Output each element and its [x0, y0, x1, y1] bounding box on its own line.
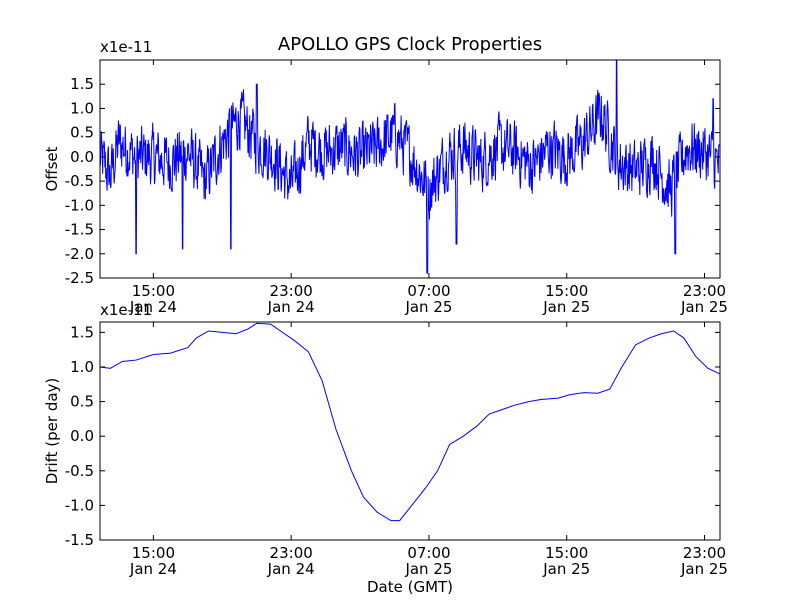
x-tick-date-label: Jan 25	[404, 560, 452, 578]
x-tick-time-label: 15:00	[132, 282, 175, 300]
offset-scale-label: x1e-11	[100, 38, 152, 56]
y-tick-label: -0.5	[65, 462, 94, 480]
x-tick-date-label: Jan 24	[129, 560, 177, 578]
y-tick-label: 0.5	[70, 393, 94, 411]
x-tick-date-label: Jan 24	[267, 560, 315, 578]
y-tick-label: 1.5	[70, 75, 94, 93]
x-tick-date-label: Jan 25	[542, 298, 590, 316]
y-tick-label: -2.5	[65, 269, 94, 287]
x-tick-time-label: 15:00	[132, 544, 175, 562]
x-tick-time-label: 23:00	[683, 544, 726, 562]
y-tick-label: 0.0	[70, 427, 94, 445]
drift-line	[99, 322, 721, 522]
x-tick-time-label: 23:00	[270, 544, 313, 562]
x-tick-date-label: Jan 25	[680, 560, 728, 578]
y-tick-label: 1.0	[70, 358, 94, 376]
x-tick-date-label: Jan 24	[267, 298, 315, 316]
offset-series	[99, 60, 721, 274]
x-tick-time-label: 07:00	[407, 282, 450, 300]
x-tick-time-label: 15:00	[545, 282, 588, 300]
x-tick-time-label: 23:00	[270, 282, 313, 300]
offset-line	[99, 60, 721, 274]
y-tick-label: -1.0	[65, 496, 94, 514]
y-tick-label: 1.5	[70, 323, 94, 341]
x-tick-date-label: Jan 25	[680, 298, 728, 316]
x-axis-label: Date (GMT)	[367, 578, 453, 596]
y-tick-label: 0.0	[70, 148, 94, 166]
x-tick-time-label: 07:00	[407, 544, 450, 562]
offset-panel: 1.51.00.50.0-0.5-1.0-1.5-2.0-2.5 15:00Ja…	[43, 38, 728, 316]
offset-y-label: Offset	[43, 146, 61, 191]
y-tick-label: -2.0	[65, 245, 94, 263]
y-tick-label: 1.0	[70, 99, 94, 117]
x-tick-time-label: 15:00	[545, 544, 588, 562]
x-tick-date-label: Jan 25	[542, 560, 590, 578]
y-tick-label: 0.5	[70, 124, 94, 142]
y-tick-label: -1.5	[65, 221, 94, 239]
drift-y-label: Drift (per day)	[43, 378, 61, 485]
x-tick-time-label: 23:00	[683, 282, 726, 300]
x-tick-date-label: Jan 25	[404, 298, 452, 316]
drift-series	[99, 322, 721, 522]
drift-plot-area	[99, 321, 721, 541]
chart-title: APOLLO GPS Clock Properties	[278, 34, 542, 55]
drift-y-ticks: 1.5 1.0 0.5 0.0 -0.5 -1.0 -1.5	[65, 323, 720, 549]
y-tick-label: -1.0	[65, 196, 94, 214]
y-tick-label: -1.5	[65, 531, 94, 549]
offset-y-ticks: 1.5 1.0 0.5 0.0 -0.5 -1.0 -1.5 -2.0 -2.5	[65, 75, 720, 287]
x-tick-date-label: Jan 24	[129, 298, 177, 316]
drift-scale-label: x1e-11	[100, 301, 152, 319]
y-tick-label: -0.5	[65, 172, 94, 190]
